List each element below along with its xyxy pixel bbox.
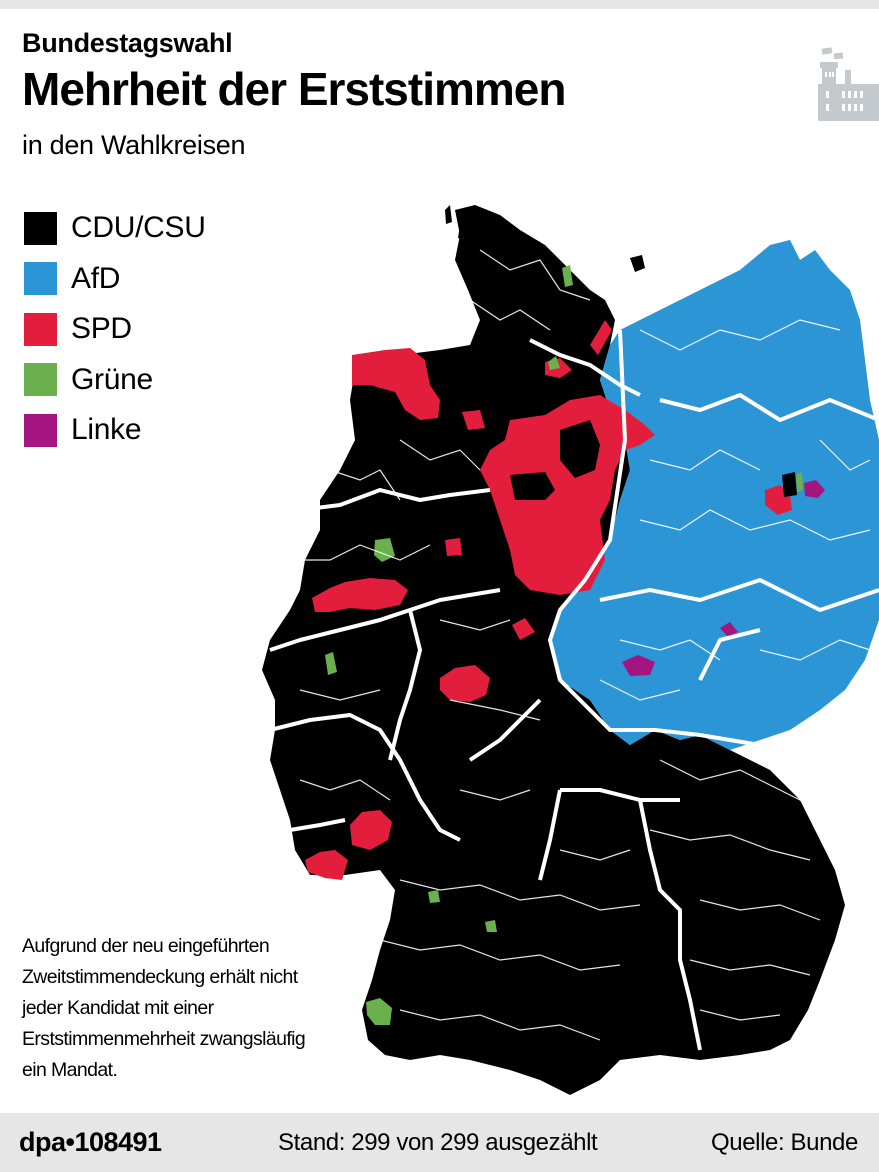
region-spd-central xyxy=(480,395,655,595)
region-spd-northwest xyxy=(352,348,440,420)
legend-item-afd: AfD xyxy=(24,254,206,305)
footer: dpa•108491 Stand: 299 von 299 ausgezählt… xyxy=(0,1113,879,1172)
island xyxy=(458,225,468,240)
legend-label: CDU/CSU xyxy=(71,211,206,245)
germany-constituency-map xyxy=(262,205,879,1095)
legend: CDU/CSU AfD SPD Grüne Linke xyxy=(24,203,206,456)
top-bar xyxy=(0,0,879,9)
source-label: Quelle: Bunde xyxy=(711,1128,858,1156)
kicker: Bundestagswahl xyxy=(22,28,233,58)
legend-swatch xyxy=(24,211,57,245)
page-title: Mehrheit der Erststimmen xyxy=(22,63,566,115)
legend-label: SPD xyxy=(71,312,132,346)
region-spd-small xyxy=(445,538,462,556)
graphic-id: dpa•108491 xyxy=(19,1127,162,1157)
region-spd-bremen xyxy=(462,410,485,430)
region-gruene xyxy=(562,265,573,287)
legend-swatch xyxy=(24,312,57,346)
legend-swatch xyxy=(24,363,57,397)
legend-swatch xyxy=(24,413,57,447)
header: Bundestagswahl Mehrheit der Erststimmen … xyxy=(22,26,566,162)
legend-item-cdu-csu: CDU/CSU xyxy=(24,203,206,254)
region-linke-berlin xyxy=(804,480,825,498)
subtitle: in den Wahlkreisen xyxy=(22,130,246,160)
count-status: Stand: 299 von 299 ausgezählt xyxy=(278,1128,598,1156)
region-spd-hessen xyxy=(440,665,490,702)
region-gruene xyxy=(485,920,497,932)
region-spd-west xyxy=(312,578,408,612)
region-afd xyxy=(550,240,879,750)
district-borders xyxy=(299,249,871,1041)
footnote: Aufgrund der neu eingeführten Zweitstimm… xyxy=(22,935,306,1081)
legend-label: Linke xyxy=(71,413,142,447)
region-gruene xyxy=(366,998,392,1025)
region-spd-saar-south xyxy=(305,850,348,880)
island xyxy=(630,255,645,272)
legend-swatch xyxy=(24,262,57,296)
region-cdu-csu-enclave xyxy=(560,420,600,478)
legend-label: Grüne xyxy=(71,362,153,396)
region-spd-saar xyxy=(350,810,392,850)
state-borders xyxy=(269,329,879,1051)
legend-item-spd: SPD xyxy=(24,304,206,355)
region-gruene xyxy=(548,356,560,370)
region-spd-small xyxy=(512,618,535,640)
region-gruene xyxy=(428,890,440,903)
region-linke xyxy=(622,655,655,676)
region-cdu-csu-berlin xyxy=(782,472,797,497)
region-gruene-berlin xyxy=(796,472,803,492)
reichstag-building-icon xyxy=(818,47,879,121)
legend-item-linke: Linke xyxy=(24,405,206,456)
island xyxy=(445,205,452,224)
legend-item-gruene: Grüne xyxy=(24,355,206,406)
region-cdu-csu-enclave xyxy=(510,472,555,500)
region-spd-east-holstein xyxy=(590,320,612,355)
region-cdu-csu xyxy=(262,205,845,1095)
region-gruene xyxy=(325,652,337,675)
region-linke xyxy=(720,622,738,637)
legend-label: AfD xyxy=(71,261,121,295)
